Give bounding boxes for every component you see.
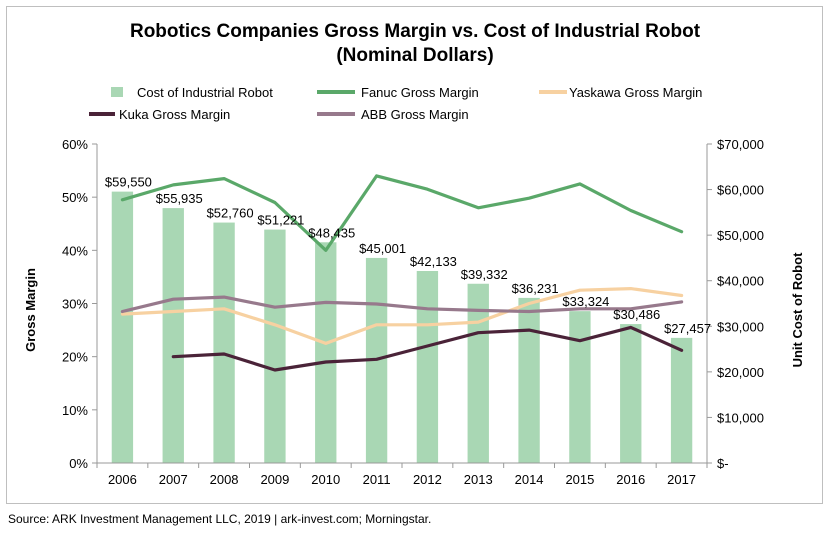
legend-item-yaskawa: Yaskawa Gross Margin bbox=[539, 85, 702, 100]
legend-label-abb: ABB Gross Margin bbox=[361, 107, 469, 122]
bar-cost-2016 bbox=[620, 324, 642, 463]
bar-data-label-2006: $59,550 bbox=[105, 175, 152, 190]
legend-item-kuka: Kuka Gross Margin bbox=[89, 107, 230, 122]
y-left-tick-label: 0% bbox=[69, 456, 88, 471]
y-right-tick-label: $10,000 bbox=[717, 410, 764, 425]
bar-data-label-2016: $30,486 bbox=[613, 307, 660, 322]
y-right-tick-label: $- bbox=[717, 456, 729, 471]
bar-cost-2008 bbox=[213, 222, 235, 463]
y-left-tick-label: 60% bbox=[62, 137, 88, 152]
y-left-axis-title: Gross Margin bbox=[23, 268, 38, 352]
legend-label-cost: Cost of Industrial Robot bbox=[137, 85, 273, 100]
y-right-tick-label: $30,000 bbox=[717, 319, 764, 334]
y-left-tick-label: 50% bbox=[62, 190, 88, 205]
bar-data-label-2008: $52,760 bbox=[207, 206, 254, 221]
line-series bbox=[120, 174, 684, 372]
y-left-tick-label: 40% bbox=[62, 243, 88, 258]
bar-cost-2012 bbox=[416, 270, 439, 463]
legend-item-cost: Cost of Industrial Robot bbox=[111, 85, 273, 100]
legend-swatch-cost bbox=[111, 87, 123, 97]
y-right-axis-title: Unit Cost of Robot bbox=[790, 252, 805, 367]
chart: Robotics Companies Gross Margin vs. Cost… bbox=[23, 21, 805, 487]
legend-label-kuka: Kuka Gross Margin bbox=[119, 107, 230, 122]
x-tick-label: 2017 bbox=[667, 472, 696, 487]
y-right-tick-label: $60,000 bbox=[717, 183, 764, 198]
x-tick-label: 2016 bbox=[616, 472, 645, 487]
bar-cost-2013 bbox=[467, 283, 489, 463]
chart-title-line-1: Robotics Companies Gross Margin vs. Cost… bbox=[130, 21, 701, 42]
y-right-tick-label: $20,000 bbox=[717, 365, 764, 380]
x-tick-label: 2008 bbox=[210, 472, 239, 487]
bar-cost-2017 bbox=[670, 337, 693, 463]
y-right-tick-label: $50,000 bbox=[717, 228, 764, 243]
x-tick-label: 2006 bbox=[108, 472, 137, 487]
line-abb-gross-margin bbox=[120, 295, 684, 314]
line-kuka-gross-margin bbox=[171, 325, 684, 372]
bar-data-label-2011: $45,001 bbox=[359, 241, 406, 256]
chart-title-line-2: (Nominal Dollars) bbox=[336, 45, 493, 66]
y-left-tick-label: 30% bbox=[62, 297, 88, 312]
bar-cost-2015 bbox=[569, 311, 591, 463]
y-left-tick-label: 20% bbox=[62, 350, 88, 365]
y-right-tick-label: $70,000 bbox=[717, 137, 764, 152]
x-tick-label: 2007 bbox=[159, 472, 188, 487]
x-tick-label: 2012 bbox=[413, 472, 442, 487]
x-tick-label: 2014 bbox=[515, 472, 544, 487]
bar-data-label-2009: $51,221 bbox=[257, 213, 304, 228]
bar-data-label-2012: $42,133 bbox=[410, 254, 457, 269]
line-yaskawa-gross-margin bbox=[120, 287, 684, 345]
legend-item-abb: ABB Gross Margin bbox=[317, 107, 469, 122]
x-tick-label: 2009 bbox=[260, 472, 289, 487]
bar-cost-2009 bbox=[264, 229, 286, 463]
legend-label-fanuc: Fanuc Gross Margin bbox=[361, 85, 479, 100]
bar-cost-2006 bbox=[111, 191, 134, 464]
line-fanuc-gross-margin bbox=[120, 174, 684, 252]
bar-series-cost bbox=[111, 191, 693, 464]
axes bbox=[92, 143, 712, 468]
bar-cost-2010 bbox=[315, 242, 337, 463]
source-note: Source: ARK Investment Management LLC, 2… bbox=[8, 512, 432, 526]
y-right-tick-label: $40,000 bbox=[717, 274, 764, 289]
legend: Cost of Industrial Robot Fanuc Gross Mar… bbox=[89, 85, 702, 122]
bar-cost-2007 bbox=[162, 208, 184, 463]
bar-cost-2014 bbox=[518, 297, 540, 463]
bar-data-label-2010: $48,435 bbox=[308, 225, 355, 240]
bar-data-label-2014: $36,231 bbox=[512, 281, 559, 296]
bar-data-label-2017: $27,457 bbox=[664, 321, 711, 336]
bar-data-label-2013: $39,332 bbox=[461, 267, 508, 282]
legend-item-fanuc: Fanuc Gross Margin bbox=[317, 85, 479, 100]
bar-data-labels: $59,550 $55,935 $52,760 $51,221 $48,435 $45,0… bbox=[105, 175, 711, 336]
bar-data-label-2007: $55,935 bbox=[156, 191, 203, 206]
x-tick-label: 2010 bbox=[311, 472, 340, 487]
tick-labels: 0% 10% 20% 30% 40% 50% 60% $- $10,000 $20,000 $30,… bbox=[62, 137, 764, 487]
x-tick-label: 2015 bbox=[565, 472, 594, 487]
bar-data-label-2015: $33,324 bbox=[562, 294, 609, 309]
x-tick-label: 2013 bbox=[464, 472, 493, 487]
x-tick-label: 2011 bbox=[363, 472, 391, 487]
chart-frame: Robotics Companies Gross Margin vs. Cost… bbox=[6, 6, 823, 504]
legend-label-yaskawa: Yaskawa Gross Margin bbox=[569, 85, 702, 100]
y-left-tick-label: 10% bbox=[62, 403, 88, 418]
